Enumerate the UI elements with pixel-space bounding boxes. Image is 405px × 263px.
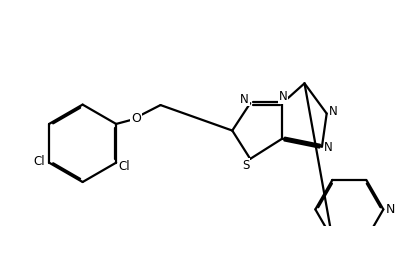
Text: S: S — [241, 159, 249, 172]
Text: Cl: Cl — [33, 155, 45, 168]
Text: N: N — [328, 105, 337, 118]
Text: O: O — [131, 112, 141, 125]
Text: N: N — [278, 90, 287, 103]
Text: N: N — [324, 141, 332, 154]
Text: Cl: Cl — [119, 160, 130, 173]
Text: N: N — [384, 203, 394, 216]
Text: N: N — [240, 93, 248, 106]
